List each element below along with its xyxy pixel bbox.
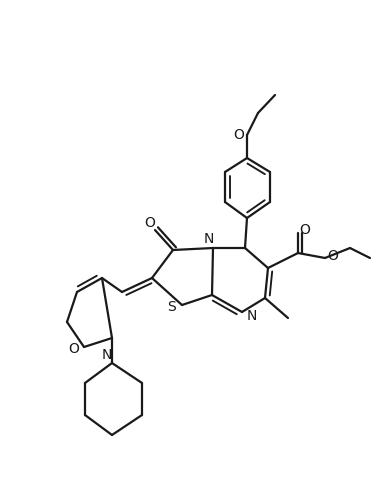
Text: O: O bbox=[144, 216, 155, 230]
Text: O: O bbox=[327, 249, 339, 263]
Text: O: O bbox=[69, 342, 79, 356]
Text: N: N bbox=[204, 232, 214, 246]
Text: O: O bbox=[234, 128, 244, 142]
Text: S: S bbox=[168, 300, 177, 314]
Text: N: N bbox=[102, 348, 112, 362]
Text: N: N bbox=[247, 309, 257, 323]
Text: O: O bbox=[300, 223, 311, 237]
